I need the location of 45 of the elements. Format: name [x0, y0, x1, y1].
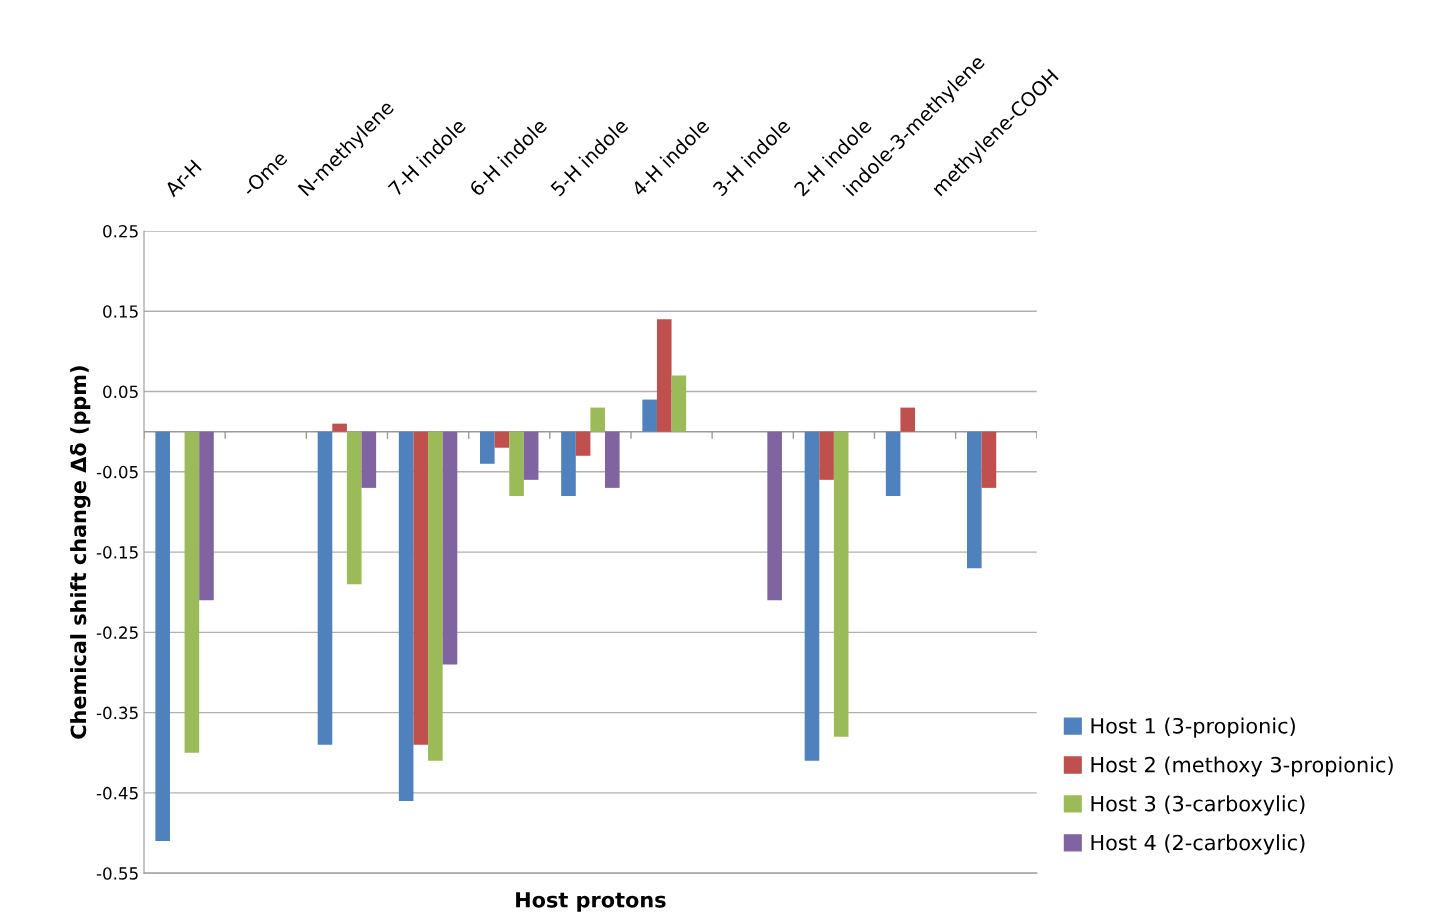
- bar: [317, 431, 333, 745]
- bar: [332, 423, 347, 432]
- bar: [155, 431, 170, 842]
- y-tick-label: -0.45: [96, 786, 138, 800]
- bar: [346, 431, 362, 585]
- bar: [967, 431, 982, 569]
- bar: [575, 431, 591, 456]
- bar: [819, 431, 834, 480]
- bar: [184, 431, 200, 753]
- y-tick-label: -0.25: [96, 626, 138, 639]
- y-tick-label: 0.15: [103, 305, 138, 318]
- bar: [442, 431, 458, 665]
- y-tick-label: 0.05: [103, 385, 138, 399]
- y-tick-label: -0.15: [96, 546, 138, 559]
- y-tick-label: -0.55: [96, 867, 138, 880]
- legend-label: Host 4 (2-carboxylic): [1091, 834, 1305, 855]
- legend-label: Host 2 (methoxy 3-propionic): [1091, 756, 1393, 777]
- y-axis-title: Chemical shift change Δδ (ppm): [69, 366, 91, 739]
- bar: [413, 431, 429, 745]
- y-tick-label: 0.25: [103, 224, 138, 238]
- legend-label: Host 3 (3-carboxylic): [1091, 795, 1305, 816]
- bar: [590, 407, 606, 432]
- bar: [523, 431, 539, 480]
- bar: [480, 431, 495, 464]
- bar: [642, 399, 657, 432]
- bar: [767, 431, 782, 601]
- bar: [561, 431, 576, 496]
- bar: [605, 431, 620, 488]
- bar: [428, 431, 443, 761]
- x-axis-title: Host protons: [516, 892, 666, 912]
- bar: [199, 431, 214, 601]
- bar: [656, 319, 672, 432]
- bar: [361, 431, 377, 488]
- bar: [833, 431, 849, 737]
- bar: [804, 431, 820, 761]
- y-tick-label: -0.05: [96, 465, 138, 479]
- bar: [671, 375, 687, 432]
- legend-label: Host 1 (3-propionic): [1091, 717, 1295, 738]
- bar: [398, 431, 414, 801]
- bar: [900, 407, 916, 432]
- bar: [981, 431, 997, 488]
- bar: [494, 431, 510, 448]
- bar: [885, 431, 901, 496]
- bar: [509, 431, 524, 496]
- y-tick-label: -0.35: [96, 706, 138, 720]
